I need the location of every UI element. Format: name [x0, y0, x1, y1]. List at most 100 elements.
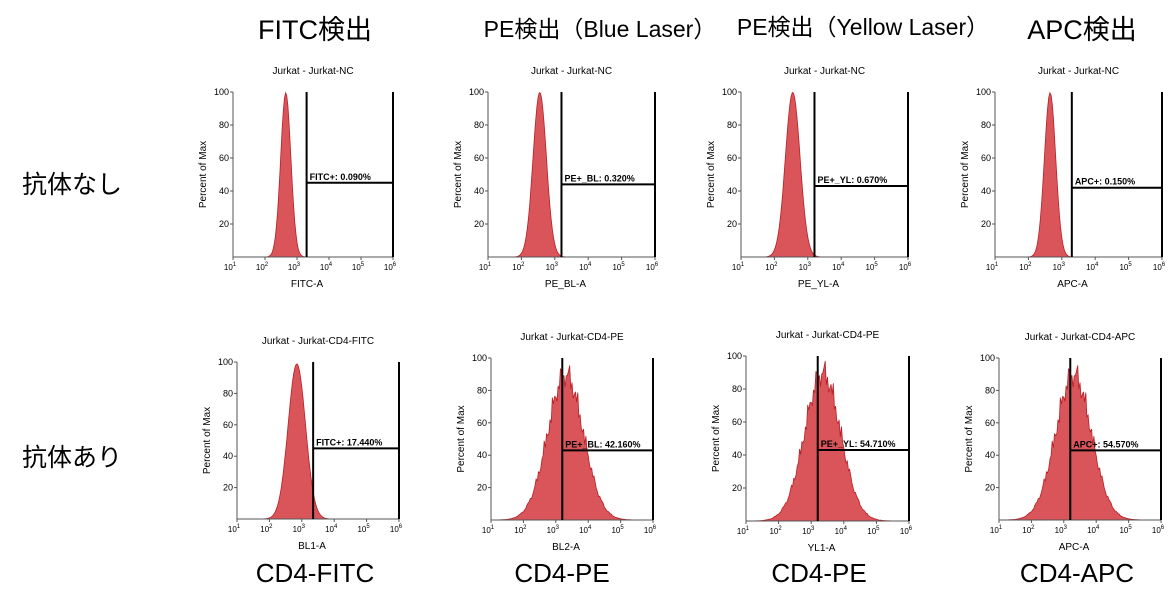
- x-tick-label: 104: [1086, 262, 1099, 272]
- y-tick-label: 40: [477, 450, 487, 460]
- y-tick-label: 80: [981, 120, 991, 130]
- y-tick-label: 80: [727, 120, 737, 130]
- x-tick-label: 105: [867, 526, 880, 536]
- x-tick-label: 106: [1152, 525, 1165, 535]
- column-title-pe-blue: PE検出（Blue Laser）: [483, 16, 717, 42]
- x-tick-label: 103: [1053, 262, 1066, 272]
- y-tick-label: 60: [474, 153, 484, 163]
- plot-title: Jurkat - Jurkat-NC: [784, 66, 865, 77]
- y-tick-label: 60: [985, 418, 995, 428]
- y-tick-label: 80: [732, 384, 742, 394]
- y-tick-label: 40: [985, 450, 995, 460]
- x-tick-label: 101: [990, 525, 1003, 535]
- gate-label: PE+_YL: 0.670%: [817, 175, 887, 185]
- x-tick-label: 106: [390, 524, 403, 534]
- x-tick-label: 102: [1019, 262, 1032, 272]
- x-tick-label: 104: [835, 526, 848, 536]
- x-tick-label: 101: [986, 262, 999, 272]
- row-label-with-antibody: 抗体あり: [22, 444, 123, 472]
- y-tick-label: 60: [223, 420, 233, 430]
- y-axis-label: Percent of Max: [198, 141, 209, 208]
- x-axis-label: BL2-A: [552, 542, 580, 553]
- plot-title: Jurkat - Jurkat-CD4-FITC: [262, 336, 374, 347]
- column-title-apc: APC検出: [1027, 15, 1137, 45]
- row-label-no-antibody: 抗体なし: [22, 171, 123, 199]
- y-axis-label: Percent of Max: [453, 141, 464, 208]
- histogram-panel: Jurkat - Jurkat-CD4-PE 20 40 60 80 100 Percent…: [711, 330, 913, 554]
- y-tick-label: 20: [732, 483, 742, 493]
- x-tick-label: 102: [765, 262, 778, 272]
- plot-title: Jurkat - Jurkat-NC: [272, 66, 353, 77]
- x-tick-label: 101: [732, 262, 745, 272]
- x-tick-label: 106: [644, 525, 657, 535]
- x-tick-label: 102: [256, 262, 269, 272]
- x-tick-label: 105: [357, 524, 370, 534]
- y-tick-label: 40: [219, 186, 229, 196]
- histogram-panel: Jurkat - Jurkat-NC 20 40 60 80 100 Percent of …: [960, 66, 1166, 290]
- plot-title: Jurkat - Jurkat-CD4-PE: [520, 332, 624, 343]
- x-tick-label: 106: [1153, 262, 1166, 272]
- x-tick-label: 106: [384, 262, 397, 272]
- x-tick-label: 101: [737, 526, 750, 536]
- y-tick-label: 20: [727, 219, 737, 229]
- bottom-label-cd4-pe-blue: CD4-PE: [514, 558, 610, 588]
- plot-title: Jurkat - Jurkat-CD4-APC: [1025, 332, 1136, 343]
- x-tick-label: 106: [899, 262, 912, 272]
- histogram-panel: Jurkat - Jurkat-NC 20 40 60 80 100 Percent of …: [706, 66, 912, 290]
- y-tick-label: 40: [727, 186, 737, 196]
- y-tick-label: 20: [477, 483, 487, 493]
- gate-label: FITC+: 17.440%: [316, 437, 382, 447]
- x-tick-label: 103: [546, 262, 559, 272]
- y-tick-label: 80: [985, 385, 995, 395]
- histogram-panel: Jurkat - Jurkat-CD4-FITC 20 40 60 80 100 Perce…: [202, 336, 403, 552]
- y-tick-label: 100: [218, 357, 233, 367]
- x-tick-label: 103: [1055, 525, 1068, 535]
- y-axis-label: Percent of Max: [706, 141, 717, 208]
- gate-label: APC+: 0.150%: [1075, 177, 1135, 187]
- x-tick-label: 104: [1087, 525, 1100, 535]
- y-tick-label: 40: [732, 450, 742, 460]
- y-tick-label: 60: [981, 153, 991, 163]
- x-tick-label: 104: [325, 524, 338, 534]
- x-tick-label: 103: [547, 525, 560, 535]
- y-tick-label: 20: [985, 483, 995, 493]
- x-tick-label: 101: [479, 262, 492, 272]
- plot-title: Jurkat - Jurkat-NC: [1038, 66, 1119, 77]
- y-tick-label: 80: [223, 388, 233, 398]
- y-tick-label: 60: [727, 153, 737, 163]
- y-axis-label: Percent of Max: [711, 405, 722, 472]
- bottom-label-cd4-fitc: CD4-FITC: [255, 558, 375, 588]
- x-axis-label: YL1-A: [808, 543, 836, 554]
- y-tick-label: 20: [981, 219, 991, 229]
- x-tick-label: 104: [579, 525, 592, 535]
- y-tick-label: 60: [732, 417, 742, 427]
- x-tick-label: 106: [900, 526, 913, 536]
- y-tick-label: 80: [219, 120, 229, 130]
- histogram-area: [995, 91, 1162, 258]
- x-tick-label: 105: [1119, 262, 1132, 272]
- x-axis-label: BL1-A: [298, 541, 326, 552]
- x-axis-label: PE_YL-A: [798, 279, 839, 290]
- y-tick-label: 60: [219, 153, 229, 163]
- y-axis-label: Percent of Max: [456, 405, 467, 472]
- x-tick-label: 103: [293, 524, 306, 534]
- y-tick-label: 80: [477, 385, 487, 395]
- x-tick-label: 106: [646, 262, 659, 272]
- y-tick-label: 20: [219, 219, 229, 229]
- x-axis-label: APC-A: [1059, 542, 1090, 553]
- y-tick-label: 100: [472, 353, 487, 363]
- gate-label: PE+_BL: 42.160%: [565, 439, 640, 449]
- x-tick-label: 105: [352, 262, 365, 272]
- x-axis-label: APC-A: [1057, 279, 1088, 290]
- plot-title: Jurkat - Jurkat-CD4-PE: [776, 330, 880, 341]
- x-tick-label: 104: [832, 262, 845, 272]
- plot-title: Jurkat - Jurkat-NC: [531, 66, 612, 77]
- x-tick-label: 101: [482, 525, 495, 535]
- histogram-panel: Jurkat - Jurkat-CD4-PE 20 40 60 80 100 Percent…: [456, 332, 657, 553]
- y-axis-label: Percent of Max: [964, 405, 975, 472]
- x-tick-label: 103: [799, 262, 812, 272]
- y-tick-label: 20: [223, 483, 233, 493]
- y-tick-label: 40: [223, 451, 233, 461]
- x-axis-label: PE_BL-A: [545, 279, 586, 290]
